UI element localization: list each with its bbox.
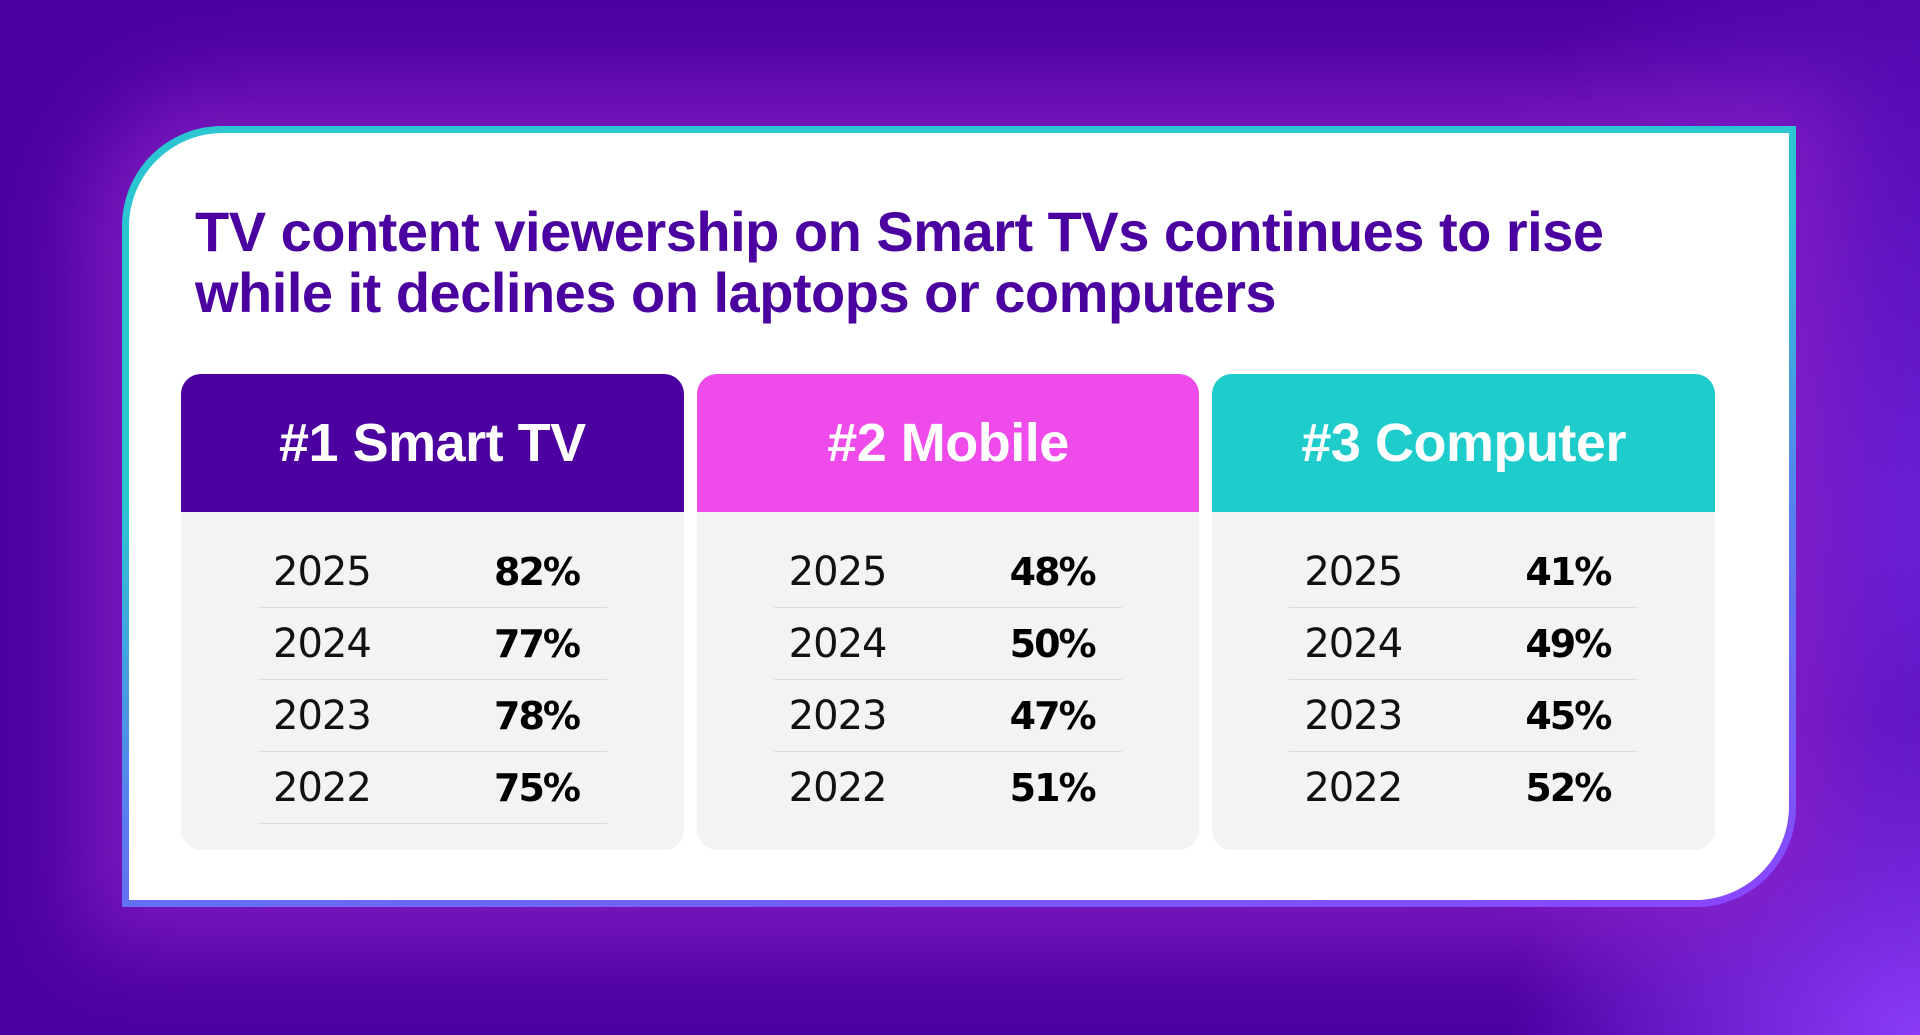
table-row: 2024 50% bbox=[773, 608, 1123, 680]
year-label: 2024 bbox=[1304, 620, 1403, 667]
device-panels: #1 Smart TV 2025 82% 2024 77% 2023 78% 2… bbox=[181, 374, 1716, 850]
panel-header: #3 Computer bbox=[1212, 374, 1716, 512]
year-label: 2025 bbox=[1304, 548, 1403, 595]
percent-value: 51% bbox=[1009, 766, 1097, 810]
percent-value: 48% bbox=[1009, 549, 1097, 594]
table-row: 2023 45% bbox=[1289, 680, 1639, 752]
year-label: 2023 bbox=[273, 692, 372, 739]
table-row: 2024 77% bbox=[258, 608, 607, 680]
year-label: 2023 bbox=[1304, 692, 1403, 739]
table-row: 2022 75% bbox=[258, 752, 607, 824]
percent-value: 78% bbox=[494, 693, 581, 738]
year-label: 2024 bbox=[788, 620, 888, 667]
panel-rows: 2025 82% 2024 77% 2023 78% 2022 75% bbox=[258, 512, 607, 824]
headline-title: TV content viewership on Smart TVs conti… bbox=[195, 200, 1604, 324]
year-label: 2025 bbox=[273, 548, 372, 595]
table-row: 2023 78% bbox=[258, 680, 607, 752]
panel-rows: 2025 48% 2024 50% 2023 47% 2022 51% bbox=[773, 512, 1123, 824]
panel-mobile: #2 Mobile 2025 48% 2024 50% 2023 47% 202… bbox=[696, 374, 1200, 850]
percent-value: 45% bbox=[1525, 693, 1612, 738]
table-row: 2025 48% bbox=[773, 536, 1123, 608]
table-row: 2024 49% bbox=[1289, 608, 1639, 680]
year-label: 2025 bbox=[788, 548, 888, 595]
panel-smart-tv: #1 Smart TV 2025 82% 2024 77% 2023 78% 2… bbox=[181, 374, 684, 850]
table-row: 2023 47% bbox=[773, 680, 1123, 752]
table-row: 2025 82% bbox=[258, 536, 607, 608]
percent-value: 82% bbox=[494, 549, 581, 594]
panel-rows: 2025 41% 2024 49% 2023 45% 2022 52% bbox=[1289, 512, 1639, 824]
year-label: 2023 bbox=[788, 692, 888, 739]
percent-value: 75% bbox=[494, 765, 581, 810]
panel-header: #2 Mobile bbox=[696, 374, 1200, 512]
table-row: 2025 41% bbox=[1289, 536, 1639, 608]
infographic-card: TV content viewership on Smart TVs conti… bbox=[129, 133, 1789, 900]
percent-value: 50% bbox=[1009, 621, 1097, 666]
percent-value: 47% bbox=[1009, 693, 1097, 738]
year-label: 2022 bbox=[1304, 765, 1403, 811]
percent-value: 41% bbox=[1525, 549, 1612, 594]
percent-value: 77% bbox=[494, 621, 581, 666]
table-row: 2022 52% bbox=[1289, 752, 1638, 824]
percent-value: 49% bbox=[1525, 621, 1612, 666]
panel-computer: #3 Computer 2025 41% 2024 49% 2023 45% 2… bbox=[1212, 374, 1716, 850]
panel-header: #1 Smart TV bbox=[181, 374, 684, 512]
year-label: 2022 bbox=[788, 765, 888, 811]
percent-value: 52% bbox=[1525, 766, 1612, 810]
year-label: 2024 bbox=[273, 620, 372, 667]
table-row: 2022 51% bbox=[774, 752, 1123, 824]
year-label: 2022 bbox=[273, 764, 372, 811]
